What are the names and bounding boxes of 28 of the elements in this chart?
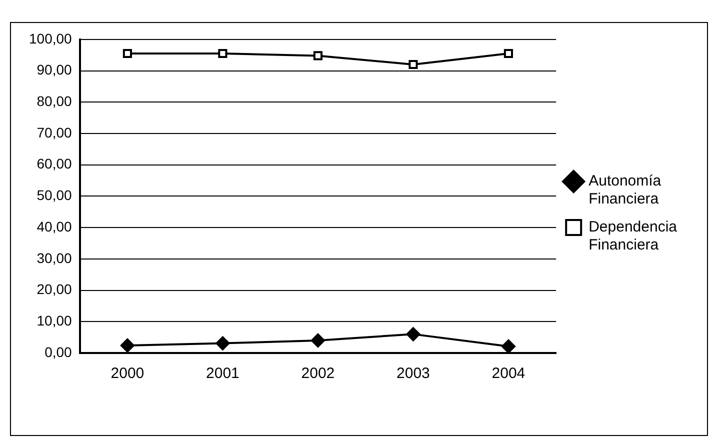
y-tick-label: 100,00 (28, 30, 72, 46)
point (313, 51, 322, 60)
point (501, 339, 516, 353)
x-tick-label: 2000 (110, 365, 144, 382)
y-tick-label: 60,00 (36, 156, 72, 172)
point (310, 333, 325, 348)
y-tick-label: 90,00 (36, 62, 72, 78)
x-tick-label: 2002 (301, 365, 335, 382)
y-tick-label: 50,00 (36, 187, 72, 204)
y-tick-label: 10,00 (36, 312, 72, 328)
y-tick-label: 20,00 (36, 281, 72, 298)
point (218, 48, 228, 58)
point (504, 48, 514, 58)
point (120, 338, 134, 352)
y-tick-label: 80,00 (36, 92, 72, 109)
point (216, 336, 230, 350)
y-tick-label: 0,00 (44, 344, 72, 360)
y-tick-label: 30,00 (36, 250, 72, 266)
legend-label: Autonomía Financiera (588, 172, 662, 208)
y-tick-label: 40,00 (36, 218, 72, 234)
x-tick-label: 2001 (206, 365, 240, 382)
x-tick-label: 2004 (492, 365, 526, 382)
point (406, 327, 420, 342)
point (122, 48, 132, 58)
y-tick-label: 70,00 (36, 124, 72, 140)
point (408, 60, 418, 70)
x-tick-label: 2003 (396, 365, 430, 382)
legend-label: Dependencia Financiera (588, 218, 678, 254)
